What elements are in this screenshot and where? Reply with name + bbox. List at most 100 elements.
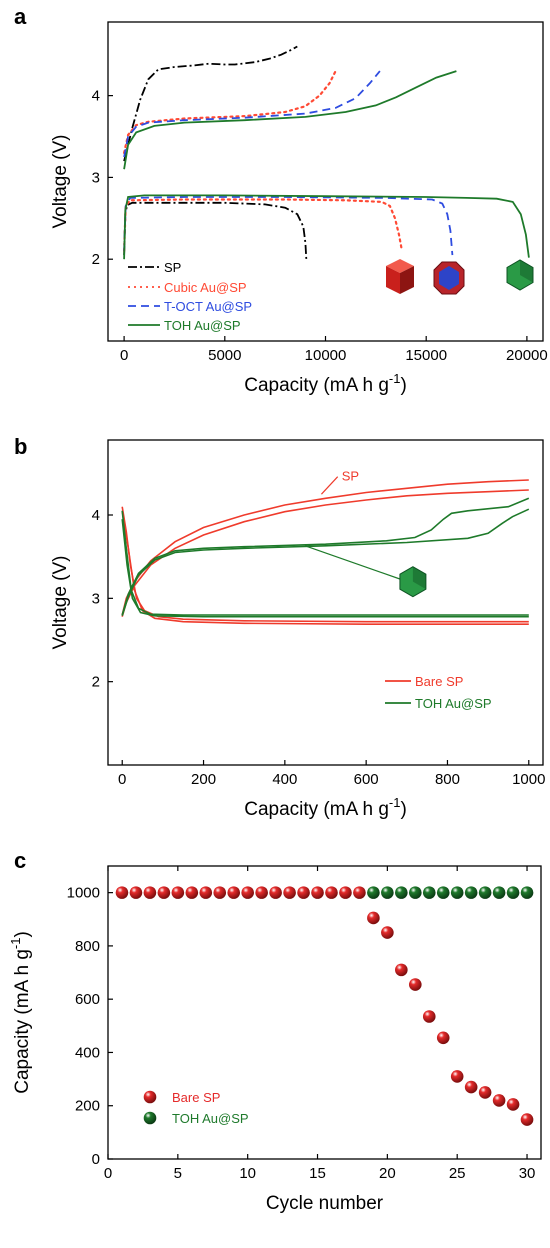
panel-c: c 0 5 10 15 20 25 30 0 200 400 600 800 1000 Cycle num… <box>0 848 550 1248</box>
y-tick-label: 800 <box>75 938 100 955</box>
data-point <box>507 886 520 899</box>
data-point <box>283 886 296 899</box>
y-axis-label: Voltage (V) <box>50 556 71 650</box>
x-tick-label: 0 <box>104 1165 112 1182</box>
x-tick-label: 800 <box>435 771 460 788</box>
y-tick-label: 2 <box>92 674 100 691</box>
series-curve <box>122 519 529 617</box>
data-point <box>367 886 380 899</box>
panel-b: b 0 200 400 600 800 1000 2 3 4 Capacity (mA h g-1… <box>0 420 550 840</box>
data-point <box>437 1032 450 1045</box>
series-curve <box>122 511 529 615</box>
x-tick-label: 30 <box>519 1165 536 1182</box>
data-point <box>269 886 282 899</box>
y-tick-label: 1000 <box>67 885 100 902</box>
legend-marker <box>144 1112 157 1125</box>
data-point <box>493 886 506 899</box>
series-line-discharge <box>124 203 306 261</box>
y-tick-label: 3 <box>92 590 100 607</box>
data-point <box>395 964 408 977</box>
legend-label: Cubic Au@SP <box>164 280 247 295</box>
chart-a: 0 5000 10000 15000 20000 2 3 4 Capacity (mA h g-… <box>0 0 550 410</box>
data-point <box>521 1113 534 1126</box>
x-tick-label: 15 <box>309 1165 326 1182</box>
data-point <box>241 886 254 899</box>
data-point <box>130 886 143 899</box>
data-point <box>479 1086 492 1099</box>
data-point <box>339 886 352 899</box>
y-axis-label: Capacity (mA h g-1) <box>8 931 33 1094</box>
legend-label: TOH Au@SP <box>164 318 241 333</box>
legend-label: TOH Au@SP <box>415 696 492 711</box>
annotation-sp: SP <box>342 469 359 484</box>
chart-c: 0 5 10 15 20 25 30 0 200 400 600 800 1000 Cycle numbe… <box>0 848 550 1248</box>
data-point <box>186 886 199 899</box>
data-point <box>297 886 310 899</box>
legend-label: TOH Au@SP <box>172 1111 249 1126</box>
y-tick-label: 0 <box>92 1151 100 1168</box>
data-point <box>479 886 492 899</box>
data-point <box>409 886 422 899</box>
cube-icon <box>386 259 414 294</box>
series-line-discharge <box>124 200 402 252</box>
x-tick-label: 20 <box>379 1165 396 1182</box>
y-axis-label: Voltage (V) <box>50 135 71 229</box>
series-line-charge <box>124 71 336 153</box>
data-point <box>381 926 394 939</box>
data-point <box>311 886 324 899</box>
data-point <box>367 912 380 925</box>
x-axis-label: Cycle number <box>266 1193 384 1214</box>
x-tick-label: 0 <box>120 347 128 364</box>
x-tick-label: 15000 <box>405 347 447 364</box>
data-point <box>451 886 464 899</box>
x-tick-label: 200 <box>191 771 216 788</box>
data-point <box>423 886 436 899</box>
data-point <box>395 886 408 899</box>
data-point <box>423 1010 436 1023</box>
x-tick-label: 0 <box>118 771 126 788</box>
data-point <box>158 886 171 899</box>
x-tick-label: 600 <box>354 771 379 788</box>
x-axis-label: Capacity (mA h g-1) <box>244 795 407 820</box>
data-point <box>116 886 129 899</box>
glyph-leader <box>305 546 403 580</box>
data-point <box>199 886 212 899</box>
series-curve <box>122 509 529 616</box>
tetrahexahedron-icon <box>400 567 426 597</box>
data-point <box>213 886 226 899</box>
annotation-leader <box>321 477 337 495</box>
panel-a: a 0 5000 10000 15000 20000 2 3 4 Capacity (mA h … <box>0 0 550 410</box>
legend-label: T-OCT Au@SP <box>164 299 252 314</box>
data-point <box>465 1081 478 1094</box>
data-point <box>507 1098 520 1111</box>
y-tick-label: 200 <box>75 1098 100 1115</box>
x-tick-label: 5000 <box>208 347 241 364</box>
x-tick-label: 25 <box>449 1165 466 1182</box>
y-tick-label: 3 <box>92 169 100 186</box>
data-point <box>521 886 534 899</box>
data-point <box>172 886 185 899</box>
series-line-charge <box>124 71 380 157</box>
data-point <box>227 886 240 899</box>
data-point <box>493 1094 506 1107</box>
x-tick-label: 10 <box>239 1165 256 1182</box>
y-tick-label: 4 <box>92 507 100 524</box>
x-tick-label: 10000 <box>305 347 347 364</box>
legend-label: Bare SP <box>172 1090 220 1105</box>
data-point <box>353 886 366 899</box>
y-tick-label: 600 <box>75 991 100 1008</box>
y-tick-label: 2 <box>92 251 100 268</box>
series-line-charge <box>124 47 297 162</box>
plot-frame <box>108 440 543 765</box>
series-line-discharge <box>124 195 529 259</box>
series-curve <box>122 511 529 624</box>
y-tick-label: 4 <box>92 88 100 105</box>
tetrahexahedron-icon <box>507 260 533 290</box>
x-tick-label: 20000 <box>506 347 548 364</box>
series-curve <box>122 507 529 622</box>
series-curve <box>122 498 529 615</box>
data-point <box>381 886 394 899</box>
chart-b: 0 200 400 600 800 1000234Capacity (mA h g-1)V… <box>0 420 550 840</box>
series-line-discharge <box>124 197 452 255</box>
x-tick-label: 5 <box>174 1165 182 1182</box>
